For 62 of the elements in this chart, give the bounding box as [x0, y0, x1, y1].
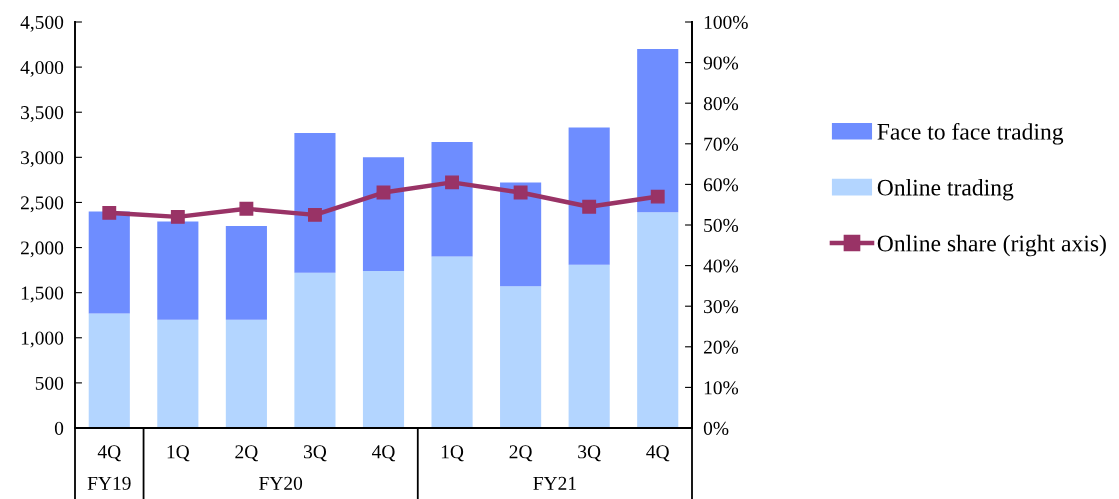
bar: [362, 271, 405, 428]
y2-tick-label: 60%: [703, 178, 739, 192]
point: [582, 199, 597, 214]
bar: [568, 264, 610, 428]
point: [170, 209, 185, 224]
bar: [637, 212, 679, 428]
y2-tick-label: 100%: [704, 15, 748, 29]
x-tick-label: 4Q: [372, 445, 396, 462]
y-tick-label: 4,500: [20, 15, 64, 32]
y2-tick-label: 40%: [703, 259, 739, 273]
text: FY20: [259, 476, 303, 490]
y-tick-label: 1,500: [21, 286, 64, 303]
bar: [157, 319, 199, 428]
y-tick-label: 1,000: [21, 331, 64, 348]
bar: [362, 157, 405, 272]
y2-tick-label: 80%: [703, 97, 739, 111]
y-tick-label: 2,500: [20, 196, 64, 213]
bar: [294, 132, 336, 273]
y2-tick-label: 50%: [704, 218, 739, 232]
bar: [637, 49, 679, 213]
legend-label: Face to face trading: [877, 122, 1064, 145]
bar: [431, 142, 473, 257]
x-tick-label: 2Q: [235, 445, 258, 462]
y-tick-label: 2,000: [20, 241, 64, 258]
x-tick-label: 3Q: [578, 445, 601, 462]
x-tick-label: 2Q: [509, 445, 533, 462]
y-tick-label: 4,000: [20, 60, 64, 77]
y2-tick-label: 30%: [704, 300, 739, 314]
y-tick-label: 0: [54, 421, 64, 435]
point: [513, 185, 528, 200]
bar: [500, 286, 542, 428]
y-tick-label: 500: [35, 376, 64, 390]
point: [307, 207, 322, 222]
text: FY21: [533, 476, 576, 490]
x-tick-label: 1Q: [441, 445, 464, 462]
point: [239, 201, 254, 216]
bar: [225, 319, 267, 428]
bar: [294, 272, 336, 428]
legend-label: Online share (right axis): [877, 234, 1106, 257]
text: FY19: [87, 476, 131, 490]
y2-tick-label: 0%: [703, 421, 729, 435]
y2-tick-label: 10%: [704, 381, 739, 395]
legend-label: Online trading: [877, 179, 1014, 201]
x-tick-label: 3Q: [303, 445, 327, 462]
bar: [431, 256, 473, 428]
bar: [88, 211, 130, 314]
bar: [225, 225, 267, 320]
y2-tick-label: 70%: [704, 137, 739, 151]
x-tick-label: 4Q: [97, 445, 121, 462]
point: [650, 189, 665, 204]
bar: [88, 313, 130, 428]
x-tick-label: 1Q: [167, 445, 190, 462]
bar: [157, 221, 199, 320]
y2-tick-label: 20%: [703, 340, 739, 354]
bar: [568, 127, 610, 265]
y2-tick-label: 90%: [703, 56, 739, 70]
point: [102, 205, 117, 220]
y-tick-label: 3,500: [21, 106, 64, 122]
point: [445, 175, 460, 190]
y-tick-label: 3,000: [21, 151, 64, 168]
x-tick-label: 4Q: [646, 445, 670, 462]
bar: [500, 182, 542, 287]
